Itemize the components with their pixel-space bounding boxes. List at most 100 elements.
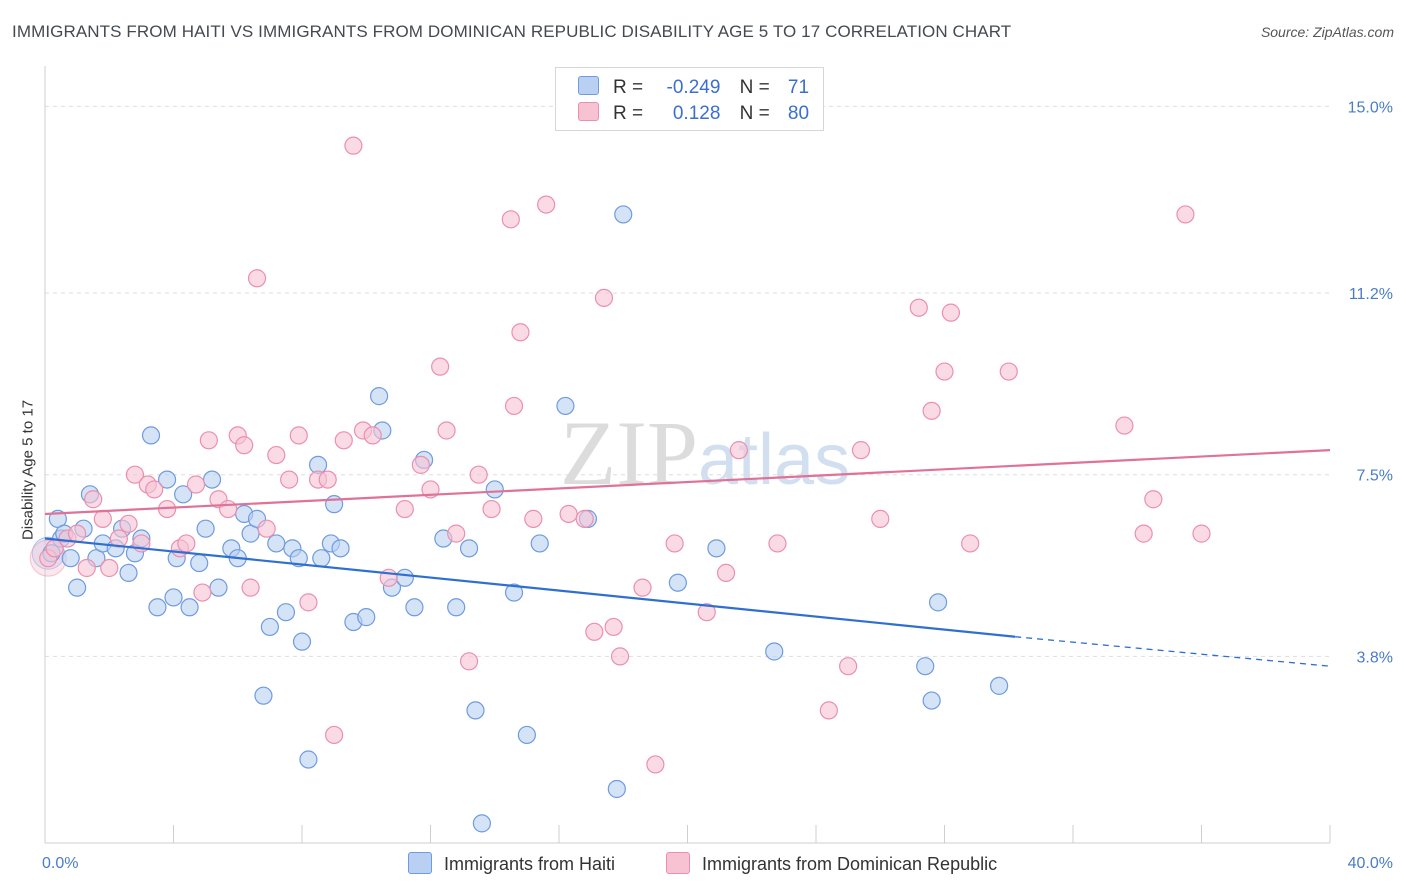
dr-point — [119, 514, 138, 533]
dr-point — [941, 303, 961, 322]
y-tick-label: 15.0% — [1348, 99, 1393, 116]
dr-point — [280, 470, 299, 489]
haiti-point — [174, 485, 193, 504]
chart-title: IMMIGRANTS FROM HAITI VS IMMIGRANTS FROM… — [12, 22, 1012, 41]
dr-point — [459, 652, 479, 671]
dr-point — [411, 455, 430, 474]
dr-point — [334, 431, 353, 450]
dr-point — [186, 475, 206, 494]
dr-point — [1144, 490, 1163, 509]
dr-point — [559, 504, 578, 524]
dr-point — [604, 617, 623, 637]
haiti-point — [276, 603, 296, 622]
dr-point — [524, 509, 543, 528]
haiti-point — [472, 814, 491, 833]
haiti-point — [299, 750, 318, 769]
dr-point — [729, 441, 749, 460]
dr-point — [431, 357, 450, 376]
dr-point — [267, 445, 286, 465]
legend-n-label: N = — [739, 103, 770, 124]
dr-point — [594, 288, 614, 307]
dr-point — [193, 583, 212, 602]
dr-point — [633, 578, 652, 597]
dr-point — [610, 647, 630, 666]
dr-point — [145, 480, 164, 499]
legend-n-value-dr: 80 — [787, 103, 810, 124]
haiti-point — [916, 657, 935, 676]
haiti-point — [990, 676, 1009, 695]
haiti-trend-line — [44, 537, 1016, 638]
haiti-point — [267, 534, 286, 553]
dr-point — [177, 534, 196, 553]
dr-point — [999, 362, 1018, 381]
dr-point — [299, 593, 318, 612]
legend-r-label: R = — [613, 103, 644, 124]
dr-point — [1176, 205, 1195, 224]
dr-point — [363, 426, 382, 445]
dr-point — [469, 465, 488, 484]
legend-row-dr: R = 0.128 N = 80 — [578, 102, 809, 126]
bottom-legend-swatch-dr — [666, 852, 690, 874]
legend-n-label: N = — [739, 77, 770, 98]
dr-point — [909, 298, 928, 317]
haiti-point — [202, 470, 222, 489]
haiti-point — [61, 549, 80, 568]
dr-point — [93, 509, 112, 528]
dr-point — [257, 519, 276, 538]
dr-point — [961, 534, 980, 553]
bottom-legend-label-haiti: Immigrants from Haiti — [444, 854, 616, 874]
dr-point — [922, 401, 941, 420]
legend-r-value-dr: 0.128 — [672, 103, 721, 124]
haiti-point — [928, 593, 948, 612]
legend-swatch-haiti — [578, 76, 599, 95]
haiti-point — [331, 539, 350, 558]
dr-point — [1115, 416, 1134, 435]
haiti-point — [556, 396, 575, 416]
haiti-point — [459, 539, 479, 558]
haiti-point — [370, 387, 389, 406]
haiti-point — [357, 608, 376, 627]
dr-point — [325, 725, 344, 745]
dr-point — [665, 534, 684, 553]
legend-n-value-haiti: 71 — [787, 77, 810, 98]
dr-point — [839, 657, 858, 676]
haiti-point — [447, 598, 466, 617]
dr-point — [247, 269, 267, 288]
dr-point — [585, 622, 604, 641]
dr-point — [318, 470, 337, 489]
dr-point — [344, 136, 363, 155]
dr-point — [511, 323, 530, 342]
bottom-legend-dr: Immigrants from Dominican Republic — [666, 852, 997, 875]
haiti-point — [157, 470, 177, 489]
haiti-trend-extension — [1015, 636, 1331, 667]
dr-point — [77, 558, 96, 578]
haiti-point — [141, 426, 161, 445]
dr-point — [235, 436, 254, 455]
haiti-point — [292, 632, 312, 651]
dr-point — [447, 524, 466, 543]
haiti-point — [530, 534, 549, 553]
haiti-point — [504, 583, 524, 602]
y-tick-label: 11.2% — [1349, 286, 1393, 303]
dr-point — [768, 534, 787, 553]
haiti-point — [254, 686, 273, 705]
bottom-legend-label-dr: Immigrants from Dominican Republic — [702, 854, 998, 874]
x-tick-label: 40.0% — [1348, 855, 1393, 872]
haiti-point — [614, 205, 633, 224]
legend-r-value-haiti: -0.249 — [666, 77, 721, 98]
dr-point — [537, 195, 556, 214]
haiti-point — [312, 549, 331, 568]
dr-point — [289, 426, 308, 445]
dr-point — [84, 490, 103, 509]
haiti-point — [485, 480, 504, 499]
dr-point — [871, 509, 890, 528]
haiti-point — [765, 642, 784, 661]
haiti-point — [119, 563, 138, 583]
y-tick-label: 7.5% — [1357, 468, 1393, 485]
dr-point — [482, 499, 501, 519]
legend-r-label: R = — [613, 77, 644, 98]
haiti-point — [395, 568, 414, 587]
dr-point — [646, 755, 665, 774]
dr-point — [395, 499, 414, 519]
